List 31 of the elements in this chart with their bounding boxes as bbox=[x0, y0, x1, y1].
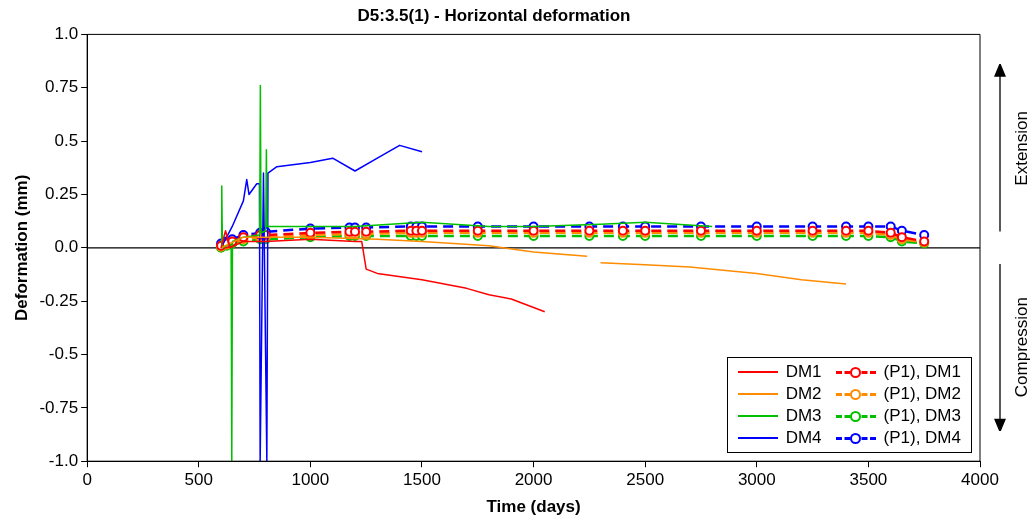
x-tick-label: 0 bbox=[82, 470, 92, 490]
text: Compression bbox=[1012, 297, 1032, 398]
y-tick-label: -0.5 bbox=[48, 344, 79, 364]
y-tick-label: -0.75 bbox=[39, 397, 79, 417]
legend-label: (P1), DM3 bbox=[883, 406, 961, 427]
x-tick-label: 2500 bbox=[626, 470, 665, 490]
x-tick-label: 2000 bbox=[514, 470, 553, 490]
y-tick-label: 0.5 bbox=[54, 130, 79, 150]
text: Extension bbox=[1012, 110, 1032, 186]
x-tick-label: 4000 bbox=[961, 470, 999, 490]
legend-label: (P1), DM4 bbox=[883, 428, 961, 449]
y-tick-label: -0.25 bbox=[39, 290, 79, 310]
y-tick-label: 1.0 bbox=[54, 24, 79, 44]
x-tick-label: 3000 bbox=[737, 470, 776, 490]
y-tick-label: 0.25 bbox=[45, 184, 79, 204]
y-tick-label: 0.0 bbox=[54, 237, 79, 257]
x-tick-label: 1500 bbox=[403, 470, 441, 490]
x-tick-label: 1000 bbox=[291, 470, 330, 490]
x-tick-label: 500 bbox=[184, 470, 213, 490]
legend-label: (P1), DM1 bbox=[883, 362, 961, 383]
y-tick-label: 0.75 bbox=[45, 77, 79, 97]
x-axis-title: Time (days) bbox=[486, 497, 581, 517]
y-tick-label: -1.0 bbox=[48, 450, 79, 470]
legend-label: DM3 bbox=[785, 406, 822, 427]
x-tick-label: 3500 bbox=[849, 470, 888, 490]
chart-title: D5:3.5(1) - Horizontal deformation bbox=[357, 5, 631, 25]
legend-label: DM2 bbox=[785, 384, 822, 405]
legend-label: DM4 bbox=[785, 428, 822, 449]
legend-label: (P1), DM2 bbox=[883, 384, 961, 405]
legend-label: DM1 bbox=[785, 362, 822, 383]
y-axis-title: Deformation (mm) bbox=[11, 174, 31, 321]
